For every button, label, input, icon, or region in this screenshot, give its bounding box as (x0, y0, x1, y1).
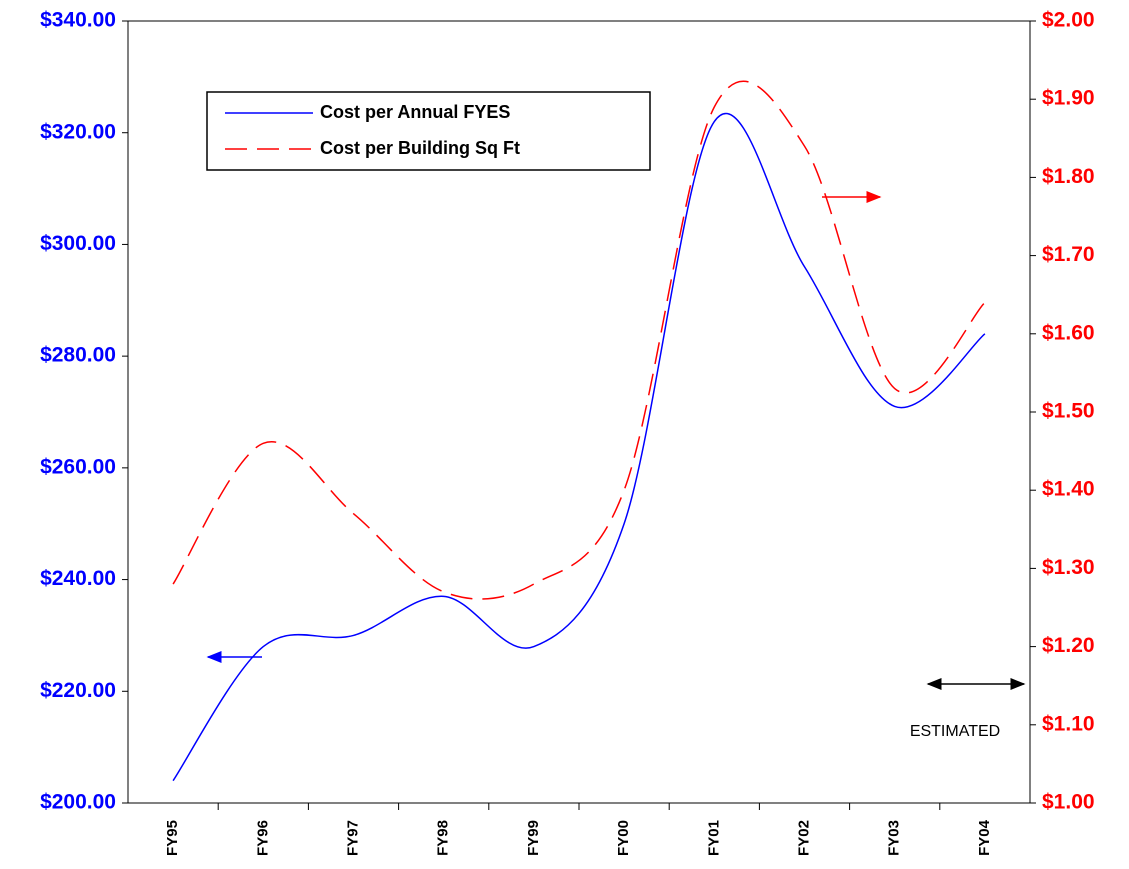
annotation: ESTIMATED (910, 723, 1000, 740)
x-tick-label: FY98 (435, 820, 452, 856)
y2-tick-label: $1.10 (1042, 712, 1095, 735)
y2-tick-label: $1.20 (1042, 634, 1095, 657)
legend-label: Cost per Annual FYES (320, 102, 510, 122)
y2-tick-label: $2.00 (1042, 9, 1095, 32)
y-tick-label: $220.00 (40, 679, 116, 702)
y2-tick-label: $1.80 (1042, 165, 1095, 188)
x-tick-label: FY95 (164, 820, 181, 856)
series-line (172, 80, 986, 600)
y2-tick-label: $1.50 (1042, 400, 1095, 423)
y-tick-label: $320.00 (40, 120, 116, 143)
x-tick-label: FY04 (976, 819, 993, 856)
x-tick-label: FY99 (525, 820, 542, 856)
y2-tick-label: $1.90 (1042, 87, 1095, 110)
y-tick-label: $260.00 (40, 455, 116, 478)
x-tick-label: FY97 (344, 820, 361, 856)
x-tick-label: FY01 (705, 820, 722, 856)
y2-tick-label: $1.00 (1042, 791, 1095, 814)
y2-tick-label: $1.40 (1042, 478, 1095, 501)
legend: Cost per Annual FYES Cost per Building Sq… (206, 91, 651, 171)
y-tick-label: $340.00 (40, 9, 116, 32)
x-tick-label: FY02 (795, 820, 812, 856)
x-tick-label: FY96 (254, 820, 271, 856)
legend-label: Cost per Building Sq Ft (320, 138, 520, 158)
x-tick-label: FY00 (615, 820, 632, 856)
y-tick-label: $280.00 (40, 344, 116, 367)
y-tick-label: $240.00 (40, 567, 116, 590)
series-line (172, 112, 986, 782)
legend-box (206, 91, 651, 171)
y2-tick-label: $1.60 (1042, 321, 1095, 344)
y2-tick-label: $1.70 (1042, 243, 1095, 266)
y-tick-label: $200.00 (40, 791, 116, 814)
y2-tick-label: $1.30 (1042, 556, 1095, 579)
y-tick-label: $300.00 (40, 232, 116, 255)
x-tick-label: FY03 (886, 820, 903, 856)
